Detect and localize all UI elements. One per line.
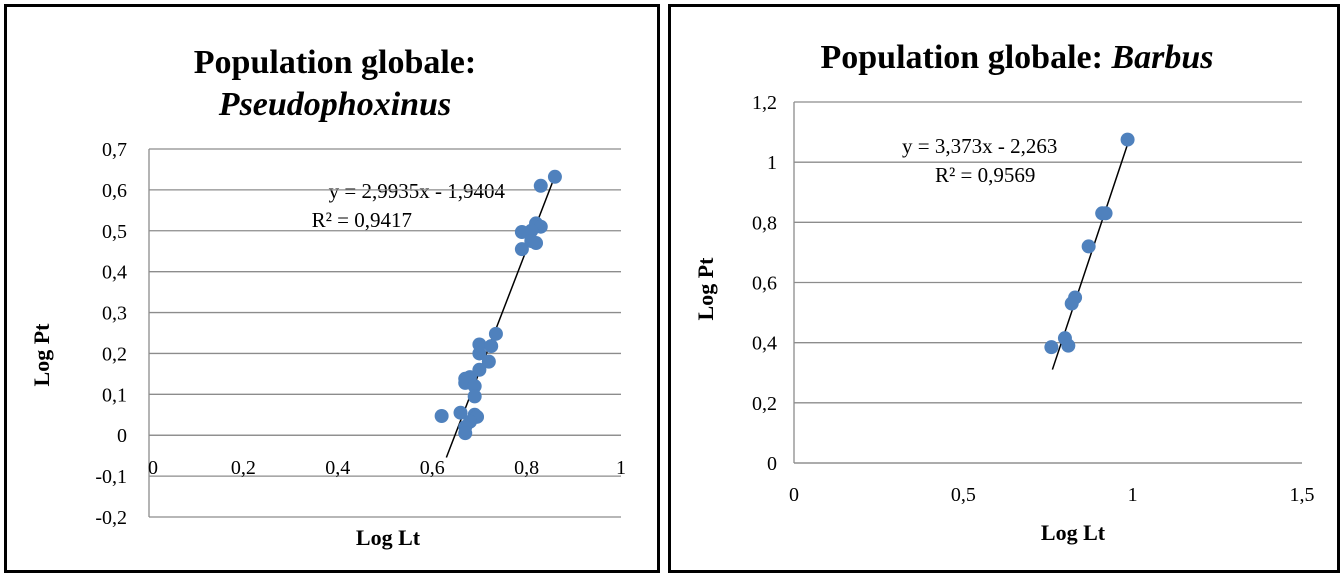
trendline-equation: y = 2,9935x - 1,9404 <box>329 179 506 203</box>
data-point <box>514 225 529 240</box>
data-point <box>533 178 548 193</box>
data-point <box>1120 132 1135 147</box>
chart-title-line2: Pseudophoxinus <box>218 86 451 123</box>
y-tick-label: 0,7 <box>102 139 127 161</box>
x-tick-label: 1 <box>1128 484 1138 506</box>
data-point <box>1044 340 1059 355</box>
y-tick-label: 0,4 <box>102 262 127 284</box>
chart-pseudophoxinus: Population globale: Pseudophoxinus Log L… <box>29 44 626 550</box>
chart-title-part2: Barbus <box>1110 39 1213 76</box>
x-axis-title: Log Lt <box>356 525 421 550</box>
y-tick-label: 0,5 <box>102 221 127 243</box>
x-tick-label: 0,5 <box>951 484 976 506</box>
data-point <box>1098 206 1113 221</box>
data-point <box>467 379 482 394</box>
y-axis-title: Log Pt <box>29 323 54 387</box>
x-tick-label: 1 <box>616 457 626 479</box>
x-tick-label: 0,6 <box>420 457 445 479</box>
y-tick-label: 1 <box>767 152 777 174</box>
data-point <box>1064 296 1079 311</box>
y-tick-label: 0,8 <box>752 212 777 234</box>
trendline-equation: y = 3,373x - 2,263 <box>902 134 1057 158</box>
x-tick-label: 1,5 <box>1290 484 1315 506</box>
y-tick-label: 0 <box>117 425 127 447</box>
x-axis-title: Log Lt <box>1041 520 1106 545</box>
chart-title-line1: Population globale: <box>194 44 476 81</box>
y-tick-label: 0,6 <box>102 180 127 202</box>
data-point <box>458 426 473 441</box>
x-tick-label: 0,8 <box>514 457 539 479</box>
chart-barbus: Population globale: Barbus Log Lt Log Pt… <box>693 39 1315 545</box>
y-tick-label: 0,2 <box>102 343 127 365</box>
x-tick-label: 0,2 <box>231 457 256 479</box>
data-point <box>434 409 449 424</box>
y-tick-label: -0,1 <box>95 466 127 488</box>
y-tick-label: 0,3 <box>102 303 127 325</box>
data-point <box>1081 239 1096 254</box>
data-point <box>453 405 468 420</box>
data-point <box>488 326 503 341</box>
data-point <box>529 236 544 251</box>
chart-title: Population globale: Barbus <box>821 39 1214 76</box>
data-point <box>481 354 496 369</box>
y-tick-label: 0,1 <box>102 384 127 406</box>
data-point <box>484 339 499 354</box>
y-tick-label: 0,4 <box>752 333 777 355</box>
y-tick-label: 0,2 <box>752 393 777 415</box>
chart-panel-pseudophoxinus: Population globale: Pseudophoxinus Log L… <box>4 4 660 573</box>
r-squared-label: R² = 0,9417 <box>312 208 412 232</box>
y-tick-label: 1,2 <box>752 92 777 114</box>
data-point <box>467 389 482 404</box>
data-point <box>547 169 562 184</box>
data-point <box>472 346 487 361</box>
chart-title-part1: Population globale: <box>821 39 1112 76</box>
r-squared-label: R² = 0,9569 <box>935 163 1035 187</box>
y-tick-label: -0,2 <box>95 507 127 529</box>
data-point <box>514 242 529 257</box>
chart-panel-barbus: Population globale: Barbus Log Lt Log Pt… <box>668 4 1340 573</box>
data-point <box>472 362 487 377</box>
x-tick-label: 0 <box>789 484 799 506</box>
y-axis-title: Log Pt <box>693 257 718 321</box>
data-point <box>1061 338 1076 353</box>
x-tick-label: 0 <box>148 457 158 479</box>
y-tick-label: 0,6 <box>752 273 777 295</box>
x-tick-label: 0,4 <box>325 457 350 479</box>
y-tick-label: 0 <box>767 453 777 475</box>
